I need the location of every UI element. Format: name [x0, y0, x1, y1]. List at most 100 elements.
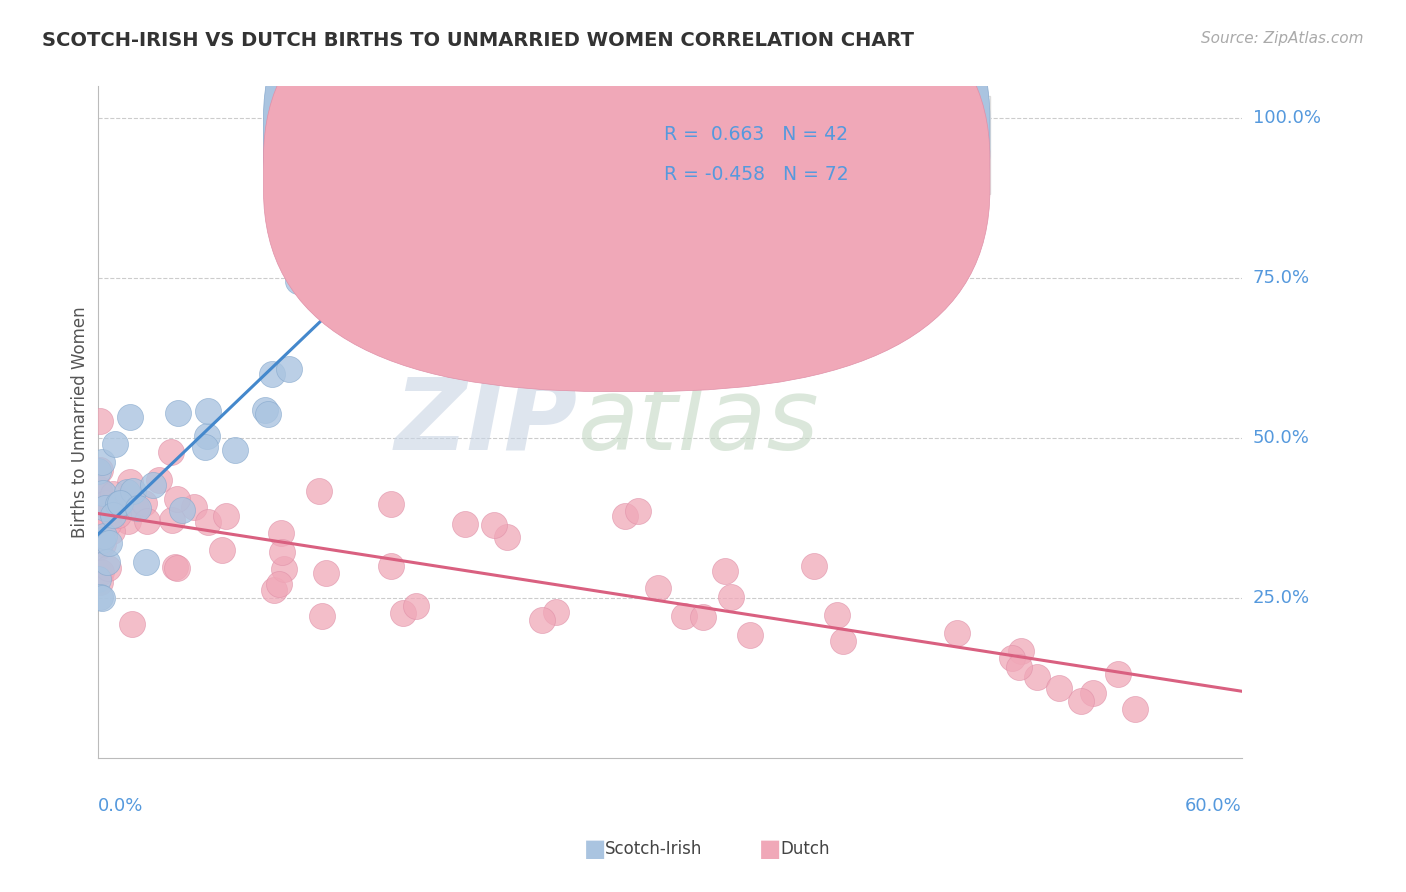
Point [373, 270, 395, 285]
Point [1008, 660, 1031, 674]
Text: SCOTCH-IRISH VS DUTCH BIRTHS TO UNMARRIED WOMEN CORRELATION CHART: SCOTCH-IRISH VS DUTCH BIRTHS TO UNMARRIE… [42, 31, 914, 50]
Point [371, 202, 394, 217]
Point [946, 626, 969, 640]
Point [405, 599, 427, 613]
Point [720, 590, 742, 604]
Point [531, 613, 554, 627]
Point [89, 414, 111, 428]
Text: 0.0%: 0.0% [97, 797, 143, 814]
FancyBboxPatch shape [263, 0, 990, 392]
Point [614, 509, 637, 524]
Point [1010, 644, 1032, 658]
Point [89, 482, 111, 496]
Point [263, 582, 285, 597]
Text: R = -0.458   N = 72: R = -0.458 N = 72 [664, 165, 848, 184]
Point [1081, 686, 1104, 700]
Point [89, 463, 111, 477]
Point [122, 484, 145, 499]
Point [90, 455, 112, 469]
Point [96, 495, 118, 509]
Point [94, 500, 117, 515]
Point [495, 115, 517, 129]
Text: 25.0%: 25.0% [1253, 589, 1310, 607]
Point [166, 561, 188, 575]
Point [91, 533, 114, 547]
Point [89, 523, 111, 537]
Text: Scotch-Irish: Scotch-Irish [605, 840, 702, 858]
Point [443, 202, 465, 217]
Point [1026, 670, 1049, 684]
Point [166, 406, 188, 420]
Point [512, 112, 534, 126]
Point [120, 410, 142, 425]
Point [107, 508, 129, 522]
Text: 75.0%: 75.0% [1253, 269, 1310, 287]
Point [380, 559, 402, 574]
Point [257, 407, 280, 421]
Point [127, 501, 149, 516]
Point [135, 514, 157, 528]
Point [224, 443, 246, 458]
Point [96, 555, 118, 569]
Point [91, 486, 114, 500]
Point [195, 429, 218, 443]
Point [214, 509, 236, 524]
Text: 50.0%: 50.0% [1253, 429, 1309, 447]
Point [627, 504, 650, 518]
Point [1070, 693, 1092, 707]
Point [101, 503, 124, 517]
Point [103, 508, 125, 523]
Point [433, 198, 456, 212]
Point [87, 573, 110, 587]
Point [170, 503, 193, 517]
Point [489, 157, 512, 171]
Point [380, 497, 402, 511]
Point [363, 211, 385, 226]
Point [89, 574, 111, 589]
Point [672, 609, 695, 624]
Point [87, 498, 110, 512]
Point [104, 437, 127, 451]
Text: atlas: atlas [578, 374, 820, 470]
Point [388, 289, 411, 303]
Text: Dutch: Dutch [780, 840, 830, 858]
Point [692, 610, 714, 624]
Point [287, 274, 309, 288]
Point [267, 577, 290, 591]
Point [148, 473, 170, 487]
Point [121, 617, 143, 632]
Point [392, 606, 415, 620]
Point [98, 536, 121, 550]
Point [454, 517, 477, 532]
Text: Source: ZipAtlas.com: Source: ZipAtlas.com [1201, 31, 1364, 46]
Point [163, 560, 186, 574]
Point [89, 590, 111, 604]
Point [270, 526, 292, 541]
Point [97, 516, 120, 531]
Point [502, 124, 524, 138]
Text: 100.0%: 100.0% [1253, 110, 1320, 128]
Point [166, 492, 188, 507]
Point [194, 440, 217, 454]
Text: ■: ■ [759, 838, 782, 861]
Point [90, 565, 112, 579]
Point [142, 478, 165, 492]
Point [544, 605, 567, 619]
Point [160, 513, 183, 527]
Point [482, 518, 505, 533]
Point [1049, 681, 1071, 695]
Point [91, 591, 114, 605]
Point [1125, 702, 1147, 716]
Point [101, 487, 124, 501]
FancyBboxPatch shape [263, 0, 990, 351]
Point [647, 581, 669, 595]
Point [197, 404, 219, 418]
Point [311, 609, 333, 624]
Point [260, 367, 283, 381]
Point [135, 555, 157, 569]
Point [315, 566, 337, 581]
Point [825, 608, 848, 623]
Text: 60.0%: 60.0% [1185, 797, 1241, 814]
Point [132, 496, 155, 510]
Point [277, 362, 299, 376]
